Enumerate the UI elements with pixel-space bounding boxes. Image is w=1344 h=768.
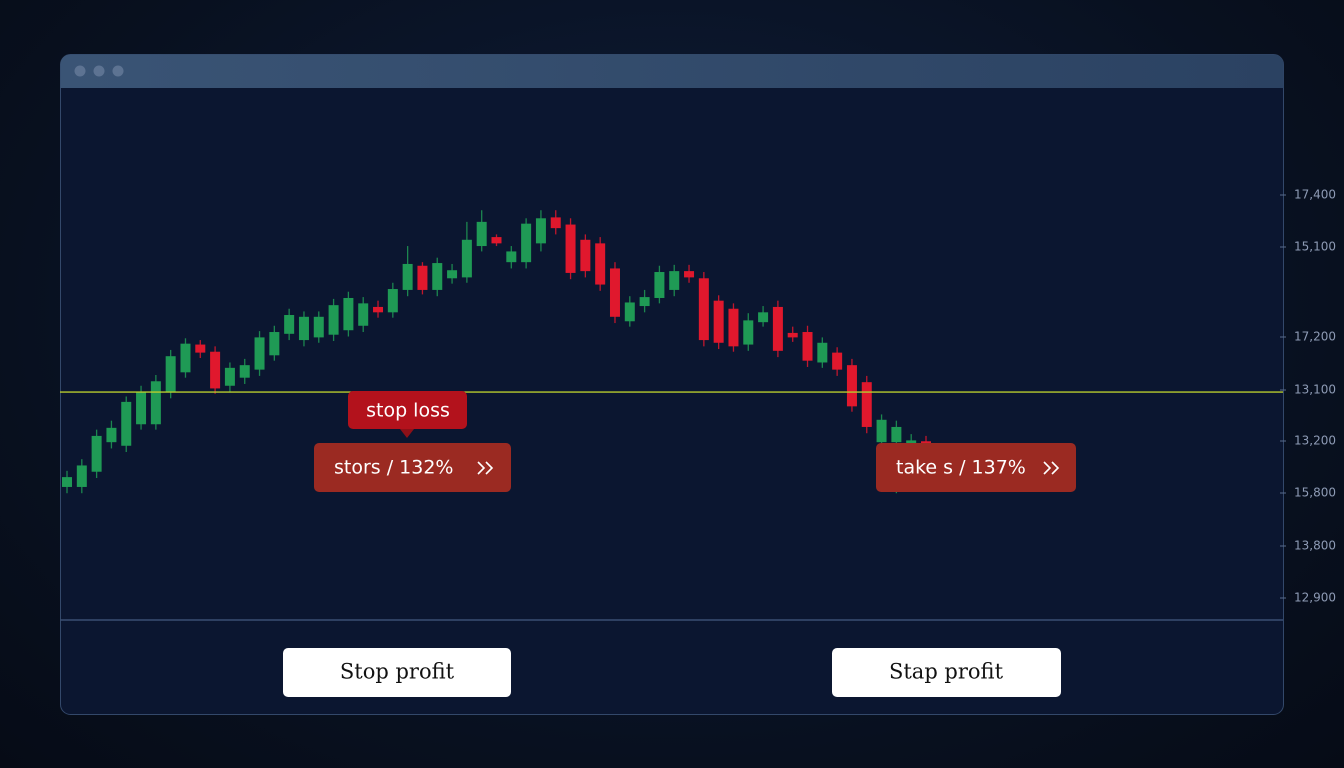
window-dot [93, 65, 105, 77]
candle-body [313, 316, 324, 338]
candles [62, 210, 931, 494]
candle-body [639, 297, 650, 307]
candle-body [861, 382, 872, 427]
candle-body [476, 221, 487, 247]
candle-body [447, 270, 458, 279]
price-label: 15,100 [1294, 240, 1336, 254]
button-box[interactable] [832, 648, 1061, 697]
candle-body [876, 419, 887, 443]
candle-body [550, 217, 561, 229]
candle-body [298, 316, 309, 341]
candle-body [698, 278, 709, 341]
window [60, 54, 1284, 715]
badge-box [314, 443, 511, 492]
window-dot [112, 65, 124, 77]
candle-body [373, 306, 384, 313]
candle-body [654, 272, 665, 298]
price-label: 12,900 [1294, 591, 1336, 605]
candle-body [772, 306, 783, 351]
candle-body [521, 223, 532, 263]
candle-body [180, 343, 191, 373]
candle-body [224, 367, 235, 386]
tag-text: stop loss [366, 400, 450, 422]
tag-pointer [400, 429, 414, 438]
candle-body [387, 289, 398, 313]
candle-body [210, 351, 221, 389]
chevrons [477, 461, 494, 475]
candle-body [254, 337, 265, 370]
candle-body [891, 426, 902, 443]
candle-body [713, 300, 724, 343]
tag-box [348, 391, 467, 429]
title-bar [60, 54, 1284, 88]
candle-body [580, 239, 591, 272]
candle-body [491, 237, 502, 244]
price-label: 17,400 [1294, 188, 1336, 202]
candle-body [461, 239, 472, 278]
candle-body [787, 332, 798, 338]
candle-body [136, 392, 147, 425]
candle-body [106, 427, 117, 443]
price-label: 13,800 [1294, 539, 1336, 553]
candle-body [62, 477, 72, 487]
candle-body [506, 251, 517, 263]
candle-body [846, 365, 857, 407]
button[interactable]: Stap profit [832, 648, 1061, 697]
candle-body [743, 320, 754, 345]
candle-body [802, 332, 813, 361]
candle-body [121, 401, 132, 446]
candle-body [817, 342, 828, 363]
price-label: 13,100 [1294, 383, 1336, 397]
badge-text: take s / 137% [896, 457, 1026, 479]
candle-body [284, 315, 295, 334]
button-label[interactable]: Stap profit [889, 660, 1004, 684]
badge-box [876, 443, 1076, 492]
candle-body [358, 303, 369, 326]
candle-body [195, 344, 206, 353]
candle-body [432, 263, 443, 290]
candle-body [343, 297, 354, 331]
candle-body [76, 465, 87, 487]
price-label: 15,800 [1294, 486, 1336, 500]
candle-body [328, 305, 339, 335]
stop-loss-tag: stop loss [348, 391, 467, 438]
price-label: 17,200 [1294, 330, 1336, 344]
candle-body [165, 356, 176, 393]
candle-body [402, 263, 413, 290]
candle-body [624, 302, 635, 322]
candle-body [832, 352, 843, 370]
right-badge: take s / 137% [876, 443, 1076, 492]
chevrons [1043, 461, 1060, 475]
candle-body [609, 268, 620, 317]
price-label: 13,200 [1294, 434, 1336, 448]
button-label[interactable]: Stop profit [340, 660, 455, 684]
button-box[interactable] [283, 648, 511, 697]
candle-body [684, 271, 695, 278]
candle-body [669, 271, 680, 290]
candle-body [565, 224, 576, 273]
candle-body [758, 312, 769, 323]
candle-body [595, 243, 606, 285]
candle-body [535, 218, 546, 244]
left-badge: stors / 132% [314, 443, 511, 492]
candle-body [728, 308, 739, 347]
candle-body [150, 381, 161, 425]
badge-text: stors / 132% [334, 457, 453, 479]
candle-body [91, 435, 102, 472]
candle-body [269, 332, 280, 356]
candle-body [906, 440, 917, 445]
candle-body [417, 265, 428, 290]
window-dot [74, 65, 86, 77]
button[interactable]: Stop profit [283, 648, 511, 697]
candle-body [239, 365, 250, 378]
